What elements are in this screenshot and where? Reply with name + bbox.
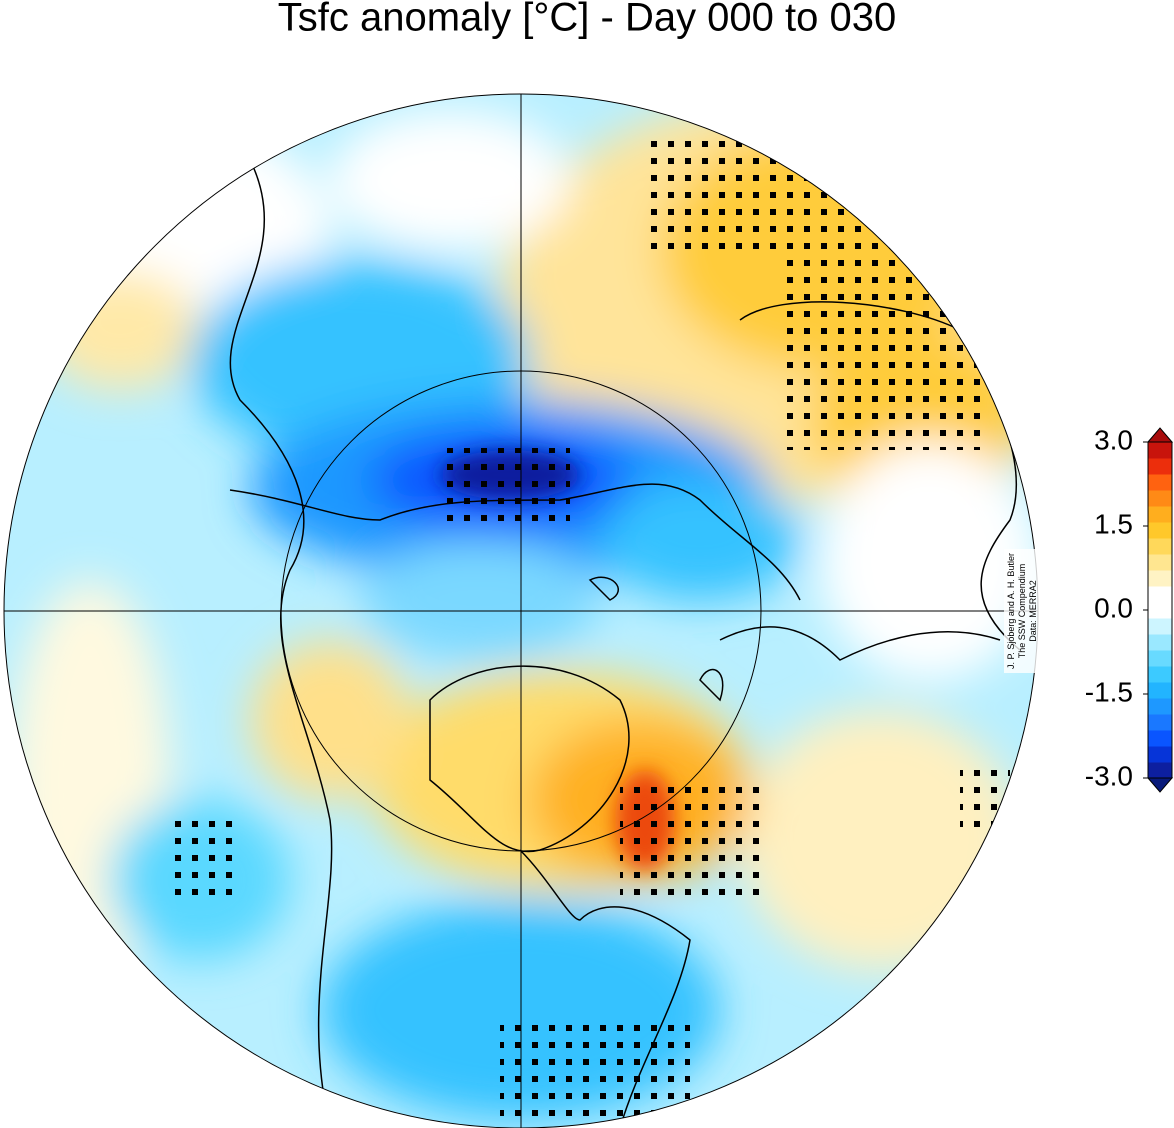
title: Tsfc anomaly [°C] - Day 000 to 030: [278, 0, 897, 40]
colorbar-segment: [1148, 458, 1172, 475]
colorbar-segment: [1148, 714, 1172, 731]
colorbar-segment: [1148, 602, 1172, 619]
colorbar: 3.0 1.5 0.0 -1.5 -3.0: [1085, 424, 1174, 793]
colorbar-segment: [1148, 538, 1172, 555]
colorbar-segment: [1148, 506, 1172, 523]
colorbar-segment: [1148, 618, 1172, 635]
colorbar-segment: [1148, 490, 1172, 507]
colorbar-segment: [1148, 650, 1172, 667]
colorbar-segment: [1148, 666, 1172, 683]
colorbar-tick-label: -3.0: [1085, 760, 1133, 791]
colorbar-segment: [1148, 586, 1172, 603]
credit-line: Data: MERRA2: [1028, 580, 1038, 642]
colorbar-tick-label: 0.0: [1094, 592, 1133, 623]
colorbar-segment: [1148, 698, 1172, 715]
colorbar-tick-label: 3.0: [1094, 424, 1133, 455]
colorbar-segment: [1148, 554, 1172, 571]
colorbar-tick-label: 1.5: [1094, 508, 1133, 539]
colorbar-under: [1146, 777, 1174, 793]
colorbar-segment: [1148, 474, 1172, 491]
credit-line: J. P. Sjoberg and A. H. Butler: [1006, 553, 1016, 669]
colorbar-segment: [1148, 682, 1172, 699]
colorbar-segment: [1148, 634, 1172, 651]
colorbar-segment: [1148, 730, 1172, 747]
credit-line: The SSW Compendium: [1017, 564, 1027, 659]
colorbar-over: [1146, 427, 1174, 443]
colorbar-segment: [1148, 762, 1172, 779]
colorbar-tick-label: -1.5: [1085, 676, 1133, 707]
credits: J. P. Sjoberg and A. H. Butler The SSW C…: [1004, 549, 1040, 673]
colorbar-segment: [1148, 442, 1172, 459]
colorbar-segment: [1148, 570, 1172, 587]
anomaly-field: [4, 94, 1038, 1128]
colorbar-segment: [1148, 746, 1172, 763]
colorbar-segment: [1148, 522, 1172, 539]
